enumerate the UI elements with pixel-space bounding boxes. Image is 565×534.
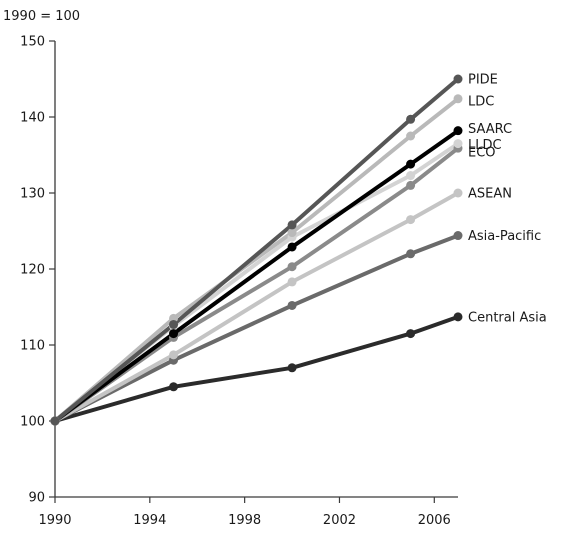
data-point-ldc (287, 228, 297, 238)
series-label-asia-pacific: Asia-Pacific (468, 229, 541, 244)
series-line-eco (53, 146, 460, 423)
y-tick-label: 130 (20, 187, 45, 202)
data-point-asean (169, 350, 179, 360)
data-point-central-asia (287, 363, 297, 373)
series-label-ldc: LDC (468, 94, 494, 109)
data-point-central-asia (453, 312, 463, 322)
data-point-saarc (169, 329, 179, 339)
data-point-eco (287, 262, 297, 272)
series-label-lldc: LLDC (468, 138, 502, 153)
series-labels: Central Asia Asia-Pacific ASEAN ECOLLDCSAAR… (468, 73, 547, 326)
y-tick-label: 150 (20, 35, 45, 50)
data-point-asia-pacific (453, 231, 463, 241)
y-tick-label: 140 (20, 111, 45, 126)
data-point-saarc (453, 126, 463, 136)
y-tick-label: 90 (28, 491, 45, 506)
x-tick-label: 2006 (418, 513, 451, 528)
data-point-asia-pacific (287, 300, 297, 310)
data-point-saarc (287, 242, 297, 252)
data-point-pide (50, 416, 60, 426)
data-point-ldc (453, 94, 463, 104)
series-line-saarc (53, 128, 460, 423)
series-line-asean (53, 191, 460, 423)
data-point-central-asia (406, 329, 416, 339)
data-point-ldc (406, 131, 416, 141)
series-label-asean: ASEAN (468, 187, 512, 202)
x-tick-label: 2002 (323, 513, 356, 528)
y-unit-label: 1990 = 100 (3, 9, 80, 24)
data-point-pide (406, 114, 416, 124)
data-point-asean (287, 277, 297, 287)
data-point-eco (406, 180, 416, 190)
series-label-central-asia: Central Asia (468, 310, 547, 325)
series-line-pide (53, 77, 460, 423)
series-label-saarc: SAARC (468, 122, 512, 137)
y-tick-label: 110 (20, 339, 45, 354)
x-tick-label: 1994 (133, 513, 166, 528)
data-point-pide (169, 319, 179, 329)
data-point-asean (406, 215, 416, 225)
data-point-lldc (406, 171, 416, 181)
series-points (50, 74, 463, 426)
x-tick-label: 1990 (38, 513, 71, 528)
data-point-asean (453, 188, 463, 198)
x-tick-label: 1998 (228, 513, 261, 528)
series-label-pide: PIDE (468, 73, 498, 88)
series-lines (53, 77, 460, 423)
data-point-lldc (453, 139, 463, 149)
y-tick-label: 120 (20, 263, 45, 278)
data-point-central-asia (169, 382, 179, 392)
data-point-pide (453, 74, 463, 84)
axes: 90 100 110 120 130 140 150 1990 1994 1998 2002 2006 (20, 35, 458, 528)
series-label-eco: ECO (468, 146, 496, 161)
y-tick-label: 100 (20, 415, 45, 430)
data-point-asia-pacific (406, 249, 416, 259)
data-point-saarc (406, 159, 416, 169)
data-point-pide (287, 220, 297, 230)
